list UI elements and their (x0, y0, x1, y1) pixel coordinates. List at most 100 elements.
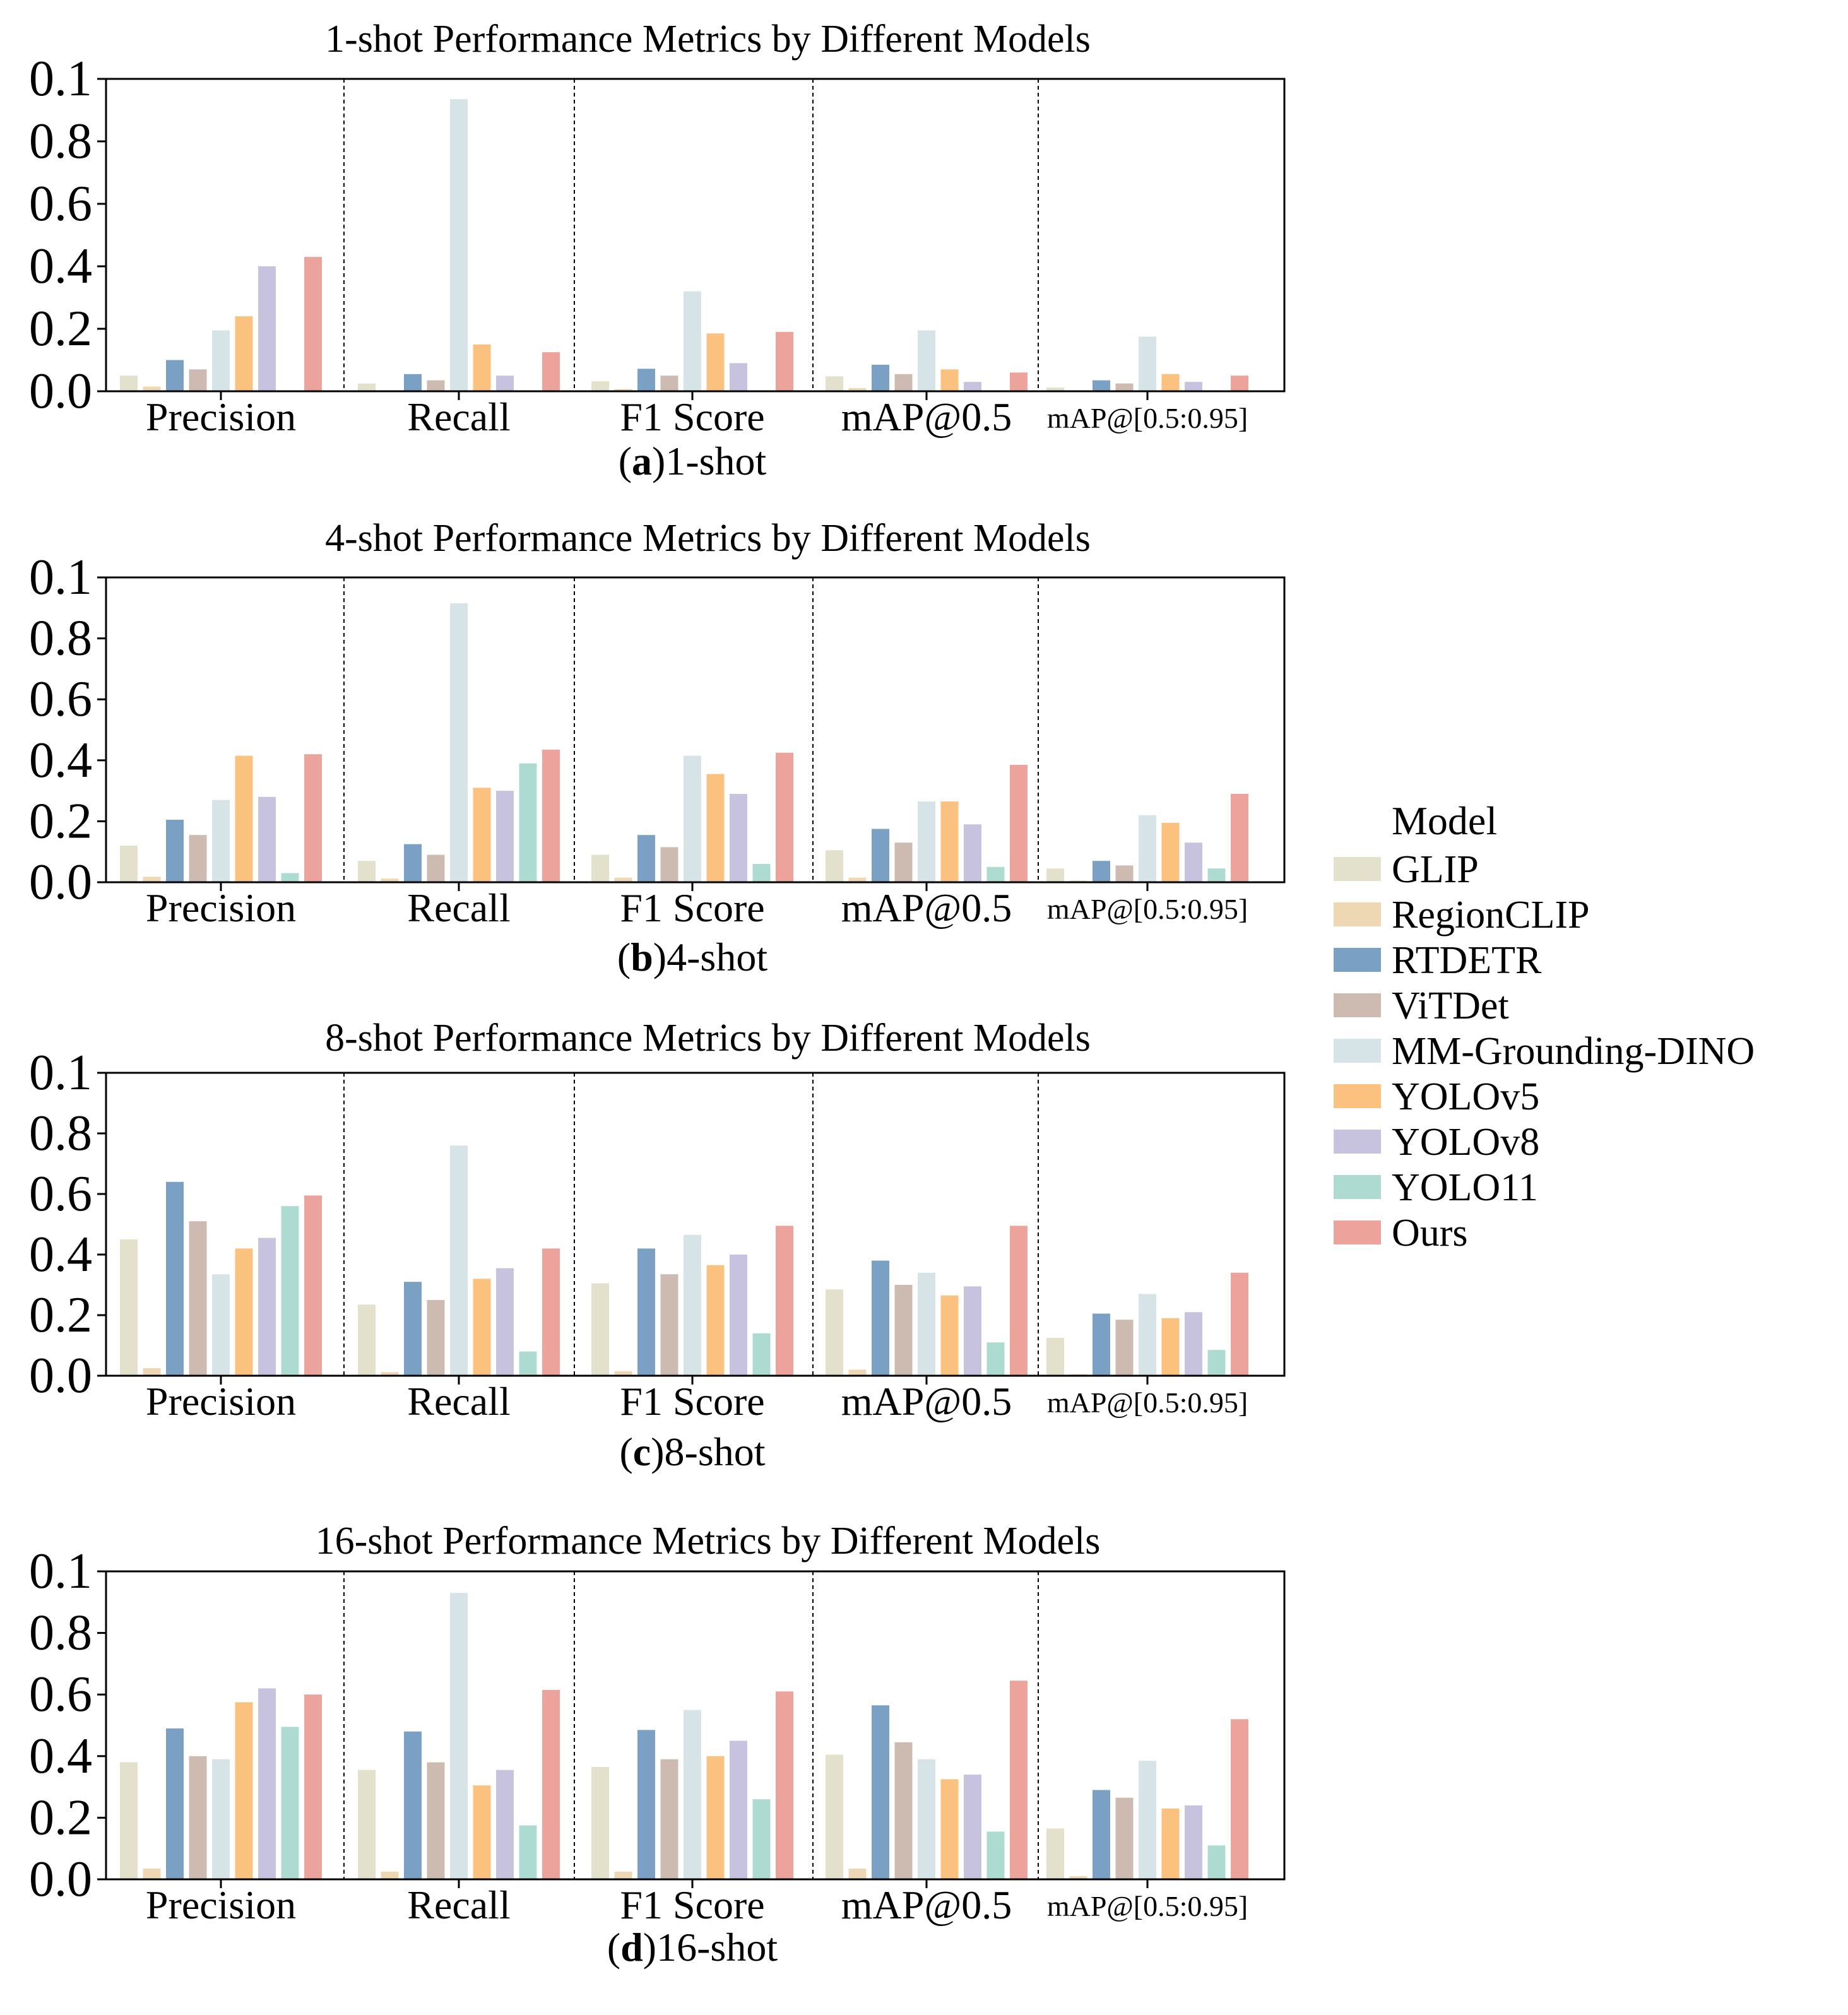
bar-glip-3 (591, 381, 609, 391)
y-tick-label: 0.1 (29, 51, 92, 107)
caption-letter: c (633, 1429, 651, 1474)
bar-vitdet-2 (427, 854, 445, 882)
axes-frame (105, 78, 1286, 393)
y-tick-label: 0.8 (29, 611, 92, 666)
y-tick-label: 0.2 (29, 1790, 92, 1845)
bar-vitdet-5 (1115, 383, 1134, 391)
y-tick-label: 0.0 (29, 854, 92, 910)
x-tick-label: mAP@0.5 (841, 1882, 1012, 1927)
bar-glip-3 (591, 1766, 609, 1879)
y-tick-label: 0.1 (29, 1045, 92, 1101)
bar-mm-grounding-dino-1 (212, 1759, 230, 1879)
bar-regionclip-1 (143, 1868, 161, 1879)
bar-mm-grounding-dino-5 (1139, 815, 1156, 882)
caption-letter: d (620, 1925, 643, 1970)
y-tick-label: 0.2 (29, 1287, 92, 1343)
bar-ours-1 (304, 754, 322, 882)
bar-vitdet-2 (427, 1762, 445, 1879)
bar-yolov5-4 (940, 369, 959, 391)
bar-mm-grounding-dino-1 (212, 330, 230, 391)
y-tick-label: 0.0 (29, 363, 92, 419)
bar-glip-4 (826, 1754, 843, 1879)
bar-rtdetr-3 (637, 1248, 655, 1376)
bar-regionclip-1 (143, 386, 161, 391)
bar-ours-5 (1231, 1719, 1248, 1879)
caption-text: )1-shot (652, 439, 767, 483)
x-tick-label: Precision (146, 1379, 296, 1424)
bar-yolov5-1 (235, 755, 253, 882)
bar-ours-3 (776, 1226, 793, 1376)
bar-yolo11-3 (752, 1799, 771, 1879)
bar-rtdetr-3 (637, 1730, 655, 1879)
y-tick-label: 0.6 (29, 1667, 92, 1722)
y-tick-label: 0.6 (29, 1166, 92, 1222)
bar-yolov8-3 (730, 363, 747, 391)
bar-yolo11-4 (986, 866, 1005, 882)
bar-glip-5 (1046, 1338, 1064, 1376)
chart-panel-3: 8-shot Performance Metrics by Different … (29, 1017, 1286, 1474)
bar-yolov5-4 (940, 801, 959, 882)
x-tick-label: mAP@0.5 (841, 1379, 1012, 1424)
y-tick-label: 0.4 (29, 733, 92, 788)
bar-vitdet-4 (894, 374, 913, 391)
bar-yolo11-4 (986, 1342, 1005, 1376)
bar-ours-4 (1010, 1226, 1028, 1376)
legend-swatch-vitdet (1334, 993, 1381, 1017)
bar-rtdetr-5 (1093, 380, 1110, 391)
caption-letter: a (632, 439, 652, 483)
x-tick-label: F1 Score (620, 885, 764, 930)
bar-mm-grounding-dino-1 (212, 1274, 230, 1376)
bar-rtdetr-1 (166, 819, 184, 882)
bar-rtdetr-2 (404, 1731, 422, 1879)
caption-open-paren: ( (607, 1925, 620, 1970)
bar-yolo11-2 (519, 1825, 537, 1879)
bar-mm-grounding-dino-4 (918, 801, 935, 882)
bar-ours-1 (304, 1195, 322, 1376)
bar-rtdetr-1 (166, 1728, 184, 1879)
bar-yolov8-3 (730, 793, 747, 882)
bar-mm-grounding-dino-2 (450, 603, 468, 882)
bar-mm-grounding-dino-5 (1139, 1294, 1156, 1376)
bar-yolov8-2 (496, 791, 514, 882)
bar-yolov5-1 (235, 1248, 253, 1376)
chart-title: 8-shot Performance Metrics by Different … (325, 1017, 1091, 1060)
bar-glip-2 (358, 1770, 376, 1879)
bar-regionclip-5 (1069, 1876, 1087, 1879)
bar-yolo11-3 (752, 1333, 771, 1376)
bar-yolov5-5 (1161, 1808, 1180, 1879)
chart-title: 4-shot Performance Metrics by Different … (325, 517, 1091, 560)
bar-yolov8-3 (730, 1740, 747, 1879)
axes-frame (105, 1570, 1286, 1881)
bar-rtdetr-3 (637, 369, 655, 391)
bar-ours-4 (1010, 1681, 1028, 1879)
bar-yolo11-4 (986, 1831, 1005, 1879)
bar-yolov8-1 (258, 796, 276, 882)
bar-vitdet-1 (189, 1221, 207, 1376)
bar-glip-4 (826, 376, 843, 391)
bar-ours-2 (542, 1689, 560, 1879)
bar-yolov5-1 (235, 1702, 253, 1879)
bar-mm-grounding-dino-5 (1139, 1761, 1156, 1879)
bar-mm-grounding-dino-4 (918, 330, 935, 391)
bar-regionclip-4 (848, 1868, 867, 1879)
y-tick-label: 0.2 (29, 793, 92, 849)
bar-ours-2 (542, 749, 560, 882)
bar-yolov5-2 (473, 344, 491, 391)
bar-ours-4 (1010, 372, 1028, 391)
legend-swatch-mm-grounding-dino (1334, 1039, 1381, 1063)
y-tick-label: 0.4 (29, 239, 92, 294)
x-tick-label: Recall (407, 394, 510, 439)
bar-rtdetr-2 (404, 1282, 422, 1376)
bar-yolov5-3 (706, 1265, 725, 1376)
x-tick-label: Precision (146, 1882, 296, 1927)
bar-glip-3 (591, 854, 609, 882)
bar-vitdet-4 (894, 1285, 913, 1376)
legend-swatch-rtdetr (1334, 948, 1381, 972)
y-tick-label: 0.1 (29, 550, 92, 605)
caption-text: )8-shot (651, 1429, 766, 1474)
bar-mm-grounding-dino-3 (684, 1234, 701, 1376)
bar-yolov5-5 (1161, 1318, 1180, 1376)
bar-rtdetr-2 (404, 374, 422, 391)
panel-caption: (a)1-shot (619, 439, 767, 483)
bar-rtdetr-1 (166, 360, 184, 391)
